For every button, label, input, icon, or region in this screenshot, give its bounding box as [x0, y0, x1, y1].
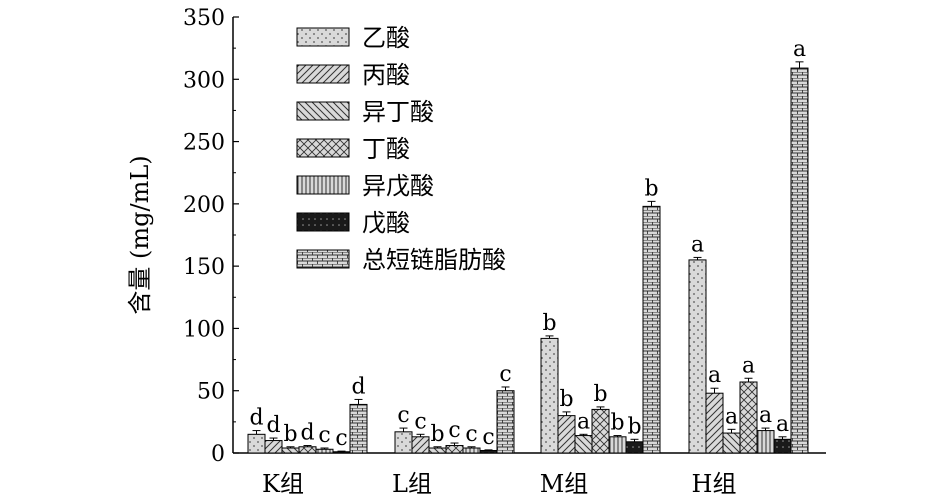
- bar: [688, 259, 707, 454]
- x-category-label: L组: [392, 470, 432, 498]
- bar: [247, 433, 266, 454]
- bar: [281, 447, 300, 454]
- bar: [445, 445, 464, 454]
- significance-label: b: [559, 387, 573, 412]
- significance-label: c: [414, 409, 426, 434]
- significance-label: c: [465, 422, 477, 447]
- bar: [773, 438, 792, 454]
- bar: [642, 205, 661, 454]
- significance-label: a: [577, 409, 590, 434]
- bar: [264, 440, 283, 454]
- y-tick-label: 0: [211, 442, 225, 467]
- significance-label: a: [708, 363, 721, 388]
- y-tick-label: 250: [183, 131, 225, 156]
- significance-label: a: [759, 403, 772, 428]
- significance-label: d: [300, 421, 314, 446]
- bar: [608, 436, 627, 454]
- legend-label: 乙酸: [362, 24, 410, 52]
- legend-swatch: [296, 101, 350, 121]
- bar: [574, 435, 593, 454]
- legend-swatch: [296, 64, 350, 84]
- y-tick-label: 150: [183, 255, 225, 280]
- legend-item: 戊酸: [296, 209, 410, 237]
- bar: [298, 446, 317, 454]
- bar-group: d d b d c cd: [247, 374, 368, 454]
- legend-item: 异戊酸: [296, 172, 434, 200]
- y-tick-label: 350: [183, 6, 225, 31]
- legend-swatch: [296, 175, 350, 195]
- legend-label: 丙酸: [362, 61, 410, 89]
- significance-label: a: [742, 353, 755, 378]
- significance-label: c: [482, 425, 494, 450]
- bar: [479, 450, 498, 454]
- bar: [722, 432, 741, 454]
- legend-label: 异戊酸: [362, 172, 434, 200]
- x-category-label: M组: [540, 470, 589, 498]
- legend-swatch: [296, 27, 350, 47]
- legend-label: 异丁酸: [362, 98, 434, 126]
- bar: [349, 403, 368, 454]
- bar-group: c c b c c cc: [394, 362, 515, 454]
- bar: [625, 441, 644, 454]
- legend-item: 丁酸: [296, 135, 410, 163]
- legend-item: 乙酸: [296, 24, 410, 52]
- bar: [411, 436, 430, 454]
- significance-label: c: [448, 418, 460, 443]
- bar: [739, 381, 758, 454]
- y-axis-label: 含量 (mg/mL): [126, 155, 154, 314]
- significance-label: c: [318, 423, 330, 448]
- bar: [557, 415, 576, 454]
- significance-label: b: [610, 411, 624, 436]
- significance-label: a: [691, 232, 704, 257]
- y-tick-label: 300: [183, 68, 225, 93]
- legend-item: 丙酸: [296, 61, 410, 89]
- legend-label: 总短链脂肪酸: [362, 246, 506, 274]
- significance-label: b: [283, 422, 297, 447]
- significance-label: b: [430, 422, 444, 447]
- bar: [756, 430, 775, 454]
- significance-label: a: [793, 37, 806, 62]
- significance-label: c: [499, 362, 511, 387]
- y-tick-label: 50: [197, 380, 225, 405]
- bar: [496, 390, 515, 454]
- significance-label: d: [249, 406, 263, 431]
- bar: [394, 431, 413, 454]
- bar: [591, 408, 610, 454]
- significance-label: b: [627, 414, 641, 439]
- significance-label: d: [266, 413, 280, 438]
- significance-label: a: [725, 404, 738, 429]
- legend-item: 异丁酸: [296, 98, 434, 126]
- bar: [332, 451, 351, 454]
- significance-label: c: [335, 426, 347, 451]
- legend-label: 戊酸: [362, 209, 410, 237]
- significance-label: c: [397, 403, 409, 428]
- y-tick-label: 100: [183, 317, 225, 342]
- y-ticks: 0 50 100 150 200 250 300 350: [183, 6, 239, 467]
- x-category-label: K组: [262, 470, 304, 498]
- bar: [315, 448, 334, 454]
- bar: [428, 447, 447, 454]
- legend-swatch: [296, 138, 350, 158]
- significance-label: b: [542, 311, 556, 336]
- x-category-labels: K组 L组 M组 H组: [262, 470, 736, 498]
- significance-label: b: [593, 382, 607, 407]
- legend-swatch: [296, 212, 350, 232]
- bar: [790, 67, 809, 454]
- x-category-label: H组: [692, 470, 737, 498]
- legend-label: 丁酸: [362, 135, 410, 163]
- significance-label: d: [351, 374, 365, 399]
- bar: [462, 447, 481, 454]
- bar: [540, 337, 559, 454]
- legend-swatch: [296, 249, 350, 269]
- bar: [705, 392, 724, 454]
- legend-item: 总短链脂肪酸: [296, 246, 506, 274]
- y-tick-label: 200: [183, 193, 225, 218]
- significance-label: b: [644, 176, 658, 201]
- significance-label: a: [776, 412, 789, 437]
